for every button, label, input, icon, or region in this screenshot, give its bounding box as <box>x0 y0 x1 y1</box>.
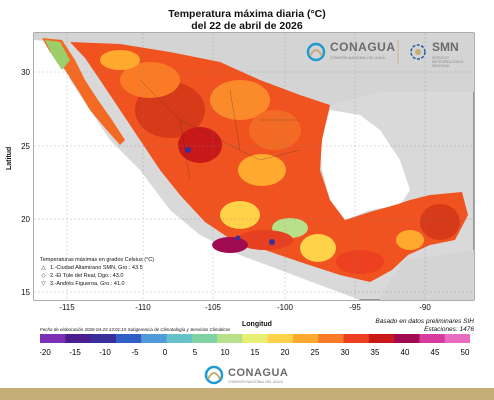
colorbar-swatch <box>40 334 66 343</box>
legend-item-text: 1.-Ciudad Altamirano SMN, Gro.: 43.5 <box>50 265 143 271</box>
map-date: del 22 de abril de 2026 <box>191 20 303 32</box>
triangle-down-icon: ▽ <box>41 281 46 287</box>
legend-item-3: ▽ 3.-Andrés Figueroa, Gro.: 41.0 <box>40 280 154 288</box>
station-marker-1 <box>269 239 275 245</box>
legend-item-text: 3.-Andrés Figueroa, Gro.: 41.0 <box>50 281 125 287</box>
footer-conagua-subtitle: COMISIÓN NACIONAL DEL AGUA <box>228 380 283 384</box>
colorbar-swatch <box>267 334 294 343</box>
footer-bar <box>0 388 494 400</box>
lat-tick-30: 30 <box>21 68 30 77</box>
triangle-up-icon: △ <box>41 265 46 271</box>
colorbar-swatch <box>141 334 167 343</box>
footer-conagua-name: CONAGUA <box>228 367 289 379</box>
colorbar-tick-label: 25 <box>311 348 320 357</box>
conagua-logo-icon <box>306 42 326 62</box>
station-marker-3 <box>235 235 241 241</box>
central-america <box>380 250 474 300</box>
lon-tick-110: -110 <box>135 303 151 312</box>
y-axis-label: Latitud <box>6 146 13 170</box>
temperature-colorbar: -20 -15 -10 -5 0 5 10 15 20 25 30 35 40 45 50 <box>40 334 470 357</box>
colorbar-tick-label: 15 <box>251 348 260 357</box>
colorbar-swatch <box>368 334 395 343</box>
colorbar-swatch <box>444 334 470 343</box>
pacific-ocean <box>34 40 360 300</box>
colorbar-tick-label: -5 <box>131 348 139 357</box>
footer-conagua-logo-icon <box>204 365 224 385</box>
lon-tick-90: -90 <box>419 303 431 312</box>
colorbar-tick-label: -10 <box>99 348 111 357</box>
conagua-name: CONAGUA <box>330 40 396 54</box>
colorbar-tick-label: 10 <box>221 348 230 357</box>
colorbar-swatch <box>166 334 193 343</box>
smn-name: SMN <box>432 40 459 54</box>
legend-item-1: △ 1.-Ciudad Altamirano SMN, Gro.: 43.5 <box>40 264 154 272</box>
colorbar-swatch <box>394 334 420 343</box>
colorbar-tick-label: 50 <box>461 348 470 357</box>
station-legend: Temperaturas máximas en grados Celsius (… <box>40 256 154 288</box>
colorbar-tick-label: -15 <box>69 348 81 357</box>
x-axis-label: Longitud <box>242 321 272 328</box>
colorbar-tick-label: 20 <box>281 348 290 357</box>
colorbar-tick-label: 40 <box>401 348 410 357</box>
colorbar-tick-label: -20 <box>40 348 51 357</box>
conagua-subtitle: COMISIÓN NACIONAL DEL AGUA <box>330 56 385 60</box>
lat-tick-20: 20 <box>21 215 30 224</box>
elaboration-date: Fecha de elaboración 2026-04-23 13:01:15… <box>40 327 231 332</box>
colorbar-swatch <box>419 334 446 343</box>
colorbar-swatch <box>115 334 142 343</box>
colorbar-swatch <box>242 334 269 343</box>
lon-tick-115: -115 <box>59 303 75 312</box>
colorbar-swatch <box>90 334 117 343</box>
colorbar-swatch <box>191 334 218 343</box>
legend-item-2: ◇ 2.-El Tule del Real, Dgo.: 43.0 <box>40 272 154 280</box>
lon-tick-105: -105 <box>205 303 222 312</box>
colorbar-tick-label: 35 <box>371 348 380 357</box>
usa-region <box>34 33 474 105</box>
gulf-of-mexico <box>320 110 410 220</box>
legend-item-text: 2.-El Tule del Real, Dgo.: 43.0 <box>50 273 124 279</box>
station-marker-2 <box>185 147 191 153</box>
lon-tick-95: -95 <box>349 303 361 312</box>
colorbar-tick-label: 45 <box>431 348 440 357</box>
diamond-icon: ◇ <box>41 273 46 279</box>
colorbar-tick-label: 30 <box>341 348 350 357</box>
based-on-note: Basado en datos preliminares SIH <box>375 318 474 325</box>
lon-tick-100: -100 <box>277 303 294 312</box>
lat-tick-25: 25 <box>21 142 30 151</box>
colorbar-swatch <box>65 334 92 343</box>
colorbar-swatch <box>343 334 370 343</box>
colorbar-swatch <box>292 334 319 343</box>
data-note: Basado en datos preliminares SIH Estacio… <box>375 318 474 334</box>
colorbar-tick-label: 0 <box>163 348 168 357</box>
smn-logo-icon <box>410 44 426 60</box>
map-title: Temperatura máxima diaria (°C) <box>168 8 326 20</box>
colorbar-swatch <box>318 334 345 343</box>
colorbar-swatch <box>217 334 243 343</box>
smn-subtitle: SERVICIO METEOROLÓGICO NACIONAL <box>432 56 464 68</box>
lat-tick-15: 15 <box>21 288 30 297</box>
legend-heading: Temperaturas máximas en grados Celsius (… <box>40 257 155 263</box>
colorbar-tick-label: 5 <box>193 348 198 357</box>
stations-count: Estaciones: 1476 <box>424 326 474 333</box>
